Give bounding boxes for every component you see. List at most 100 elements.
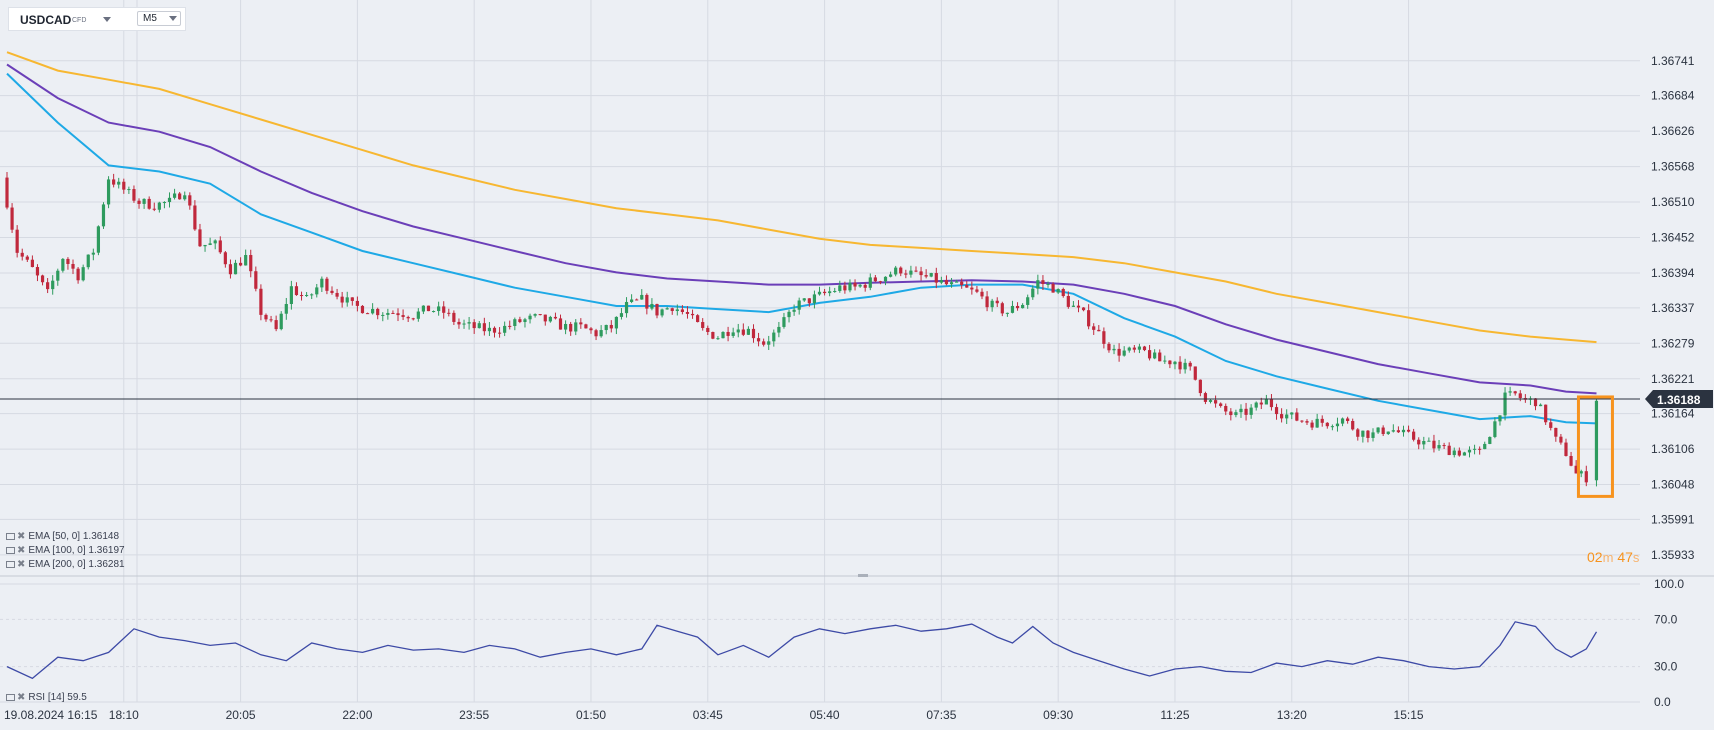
candle-body: [1142, 346, 1147, 351]
candle-body: [472, 322, 476, 329]
candle-body: [274, 320, 278, 330]
candle-body: [1036, 280, 1040, 289]
rsi-axis-label: 70.0: [1654, 612, 1678, 626]
indicator-settings-icon[interactable]: [6, 694, 15, 701]
candle-body: [736, 329, 740, 333]
candle-body: [716, 338, 720, 340]
candle-body: [406, 316, 410, 319]
candle-body: [888, 274, 893, 277]
symbol-selector[interactable]: USDCAD CFD M5: [8, 7, 186, 31]
candle-body: [340, 296, 344, 303]
candle-body: [1447, 445, 1451, 456]
ema-100-layer: [6, 63, 1597, 395]
candle-body: [1330, 426, 1334, 428]
candle-body: [523, 319, 527, 323]
candle-body: [86, 254, 90, 268]
candle-body: [1533, 398, 1538, 407]
current-price-value: 1.36188: [1657, 393, 1701, 407]
legend-ema-50[interactable]: ✖ EMA [50, 0] 1.36148: [6, 531, 119, 542]
candle-body: [1188, 362, 1192, 367]
timeframe-label: M5: [143, 13, 157, 24]
candle-body: [259, 288, 263, 315]
caret-down-icon[interactable]: [169, 16, 177, 21]
ema-50-layer: [6, 72, 1597, 425]
candle-body: [1285, 414, 1289, 419]
candle-body: [365, 313, 370, 315]
candle-body: [1249, 407, 1253, 415]
candle-body: [56, 270, 60, 281]
candle-body: [558, 318, 563, 330]
candle-body: [1335, 423, 1340, 427]
countdown-seconds-unit: s: [1632, 550, 1640, 565]
time-axis-label: 03:45: [693, 708, 723, 722]
candle-body: [1021, 304, 1025, 309]
candle-body: [1462, 452, 1467, 456]
remove-indicator-icon[interactable]: ✖: [17, 545, 26, 556]
countdown-minutes: 02: [1587, 549, 1603, 565]
candle-body: [624, 301, 629, 314]
candle-body: [939, 280, 943, 283]
legend-rsi[interactable]: ✖ RSI [14] 59.5: [6, 692, 87, 703]
candle-body: [411, 318, 415, 320]
candle-body: [873, 277, 877, 282]
candle-body: [1229, 411, 1233, 416]
candle-body: [1112, 348, 1116, 351]
legend-ema-200[interactable]: ✖ EMA [200, 0] 1.36281: [6, 559, 125, 570]
time-axis-label: 19.08.2024 16:15: [4, 708, 98, 722]
candle-body: [1076, 305, 1081, 308]
legend-ema-100[interactable]: ✖ EMA [100, 0] 1.36197: [6, 545, 125, 556]
candle-body: [675, 309, 679, 312]
candle-body: [421, 305, 426, 312]
candle-body: [1274, 407, 1279, 415]
ema-200-line: [6, 51, 1597, 344]
candle-body: [40, 275, 45, 283]
timeframe-select[interactable]: M5: [137, 11, 181, 26]
candle-body: [305, 294, 309, 296]
candle-body: [1234, 412, 1238, 416]
candle-body: [1432, 440, 1436, 449]
symbol-name[interactable]: USDCAD: [20, 13, 72, 27]
candle-body: [1401, 429, 1406, 433]
candle-body: [965, 285, 969, 288]
candle-body: [1472, 448, 1477, 450]
candle-body: [782, 317, 786, 327]
candle-body: [1391, 430, 1395, 432]
candle-body: [731, 332, 735, 336]
candle-body: [706, 327, 710, 333]
candle-body: [1046, 283, 1050, 285]
candle-body: [1371, 432, 1375, 438]
candle-body: [1579, 471, 1583, 474]
candle-body: [147, 198, 151, 209]
candle-body: [426, 305, 431, 312]
candle-body: [208, 243, 212, 245]
candle-body: [680, 309, 684, 312]
candle-body: [878, 281, 883, 283]
time-axis-label: 20:05: [226, 708, 256, 722]
candle-body: [599, 330, 603, 337]
remove-indicator-icon[interactable]: ✖: [17, 559, 26, 570]
candle-body: [1147, 350, 1152, 359]
indicator-settings-icon[interactable]: [6, 561, 15, 568]
time-axis-label: 05:40: [810, 708, 840, 722]
candle-body: [655, 303, 659, 316]
indicator-settings-icon[interactable]: [6, 533, 15, 540]
candle-body: [1269, 398, 1274, 408]
candle-body: [1493, 421, 1497, 437]
candle-body: [883, 276, 888, 282]
candle-body: [1102, 331, 1106, 344]
candle-body: [457, 321, 461, 325]
candle-body: [919, 271, 923, 276]
candle-body: [269, 319, 273, 321]
indicator-settings-icon[interactable]: [6, 547, 15, 554]
candle-body: [467, 322, 471, 324]
price-axis-label: 1.36452: [1651, 231, 1695, 245]
candle-body: [386, 312, 390, 315]
remove-indicator-icon[interactable]: ✖: [17, 531, 26, 542]
candle-body: [401, 315, 405, 317]
caret-down-icon[interactable]: [103, 17, 111, 22]
candle-body: [711, 332, 715, 339]
candle-body: [1538, 404, 1543, 407]
remove-indicator-icon[interactable]: ✖: [17, 692, 26, 703]
